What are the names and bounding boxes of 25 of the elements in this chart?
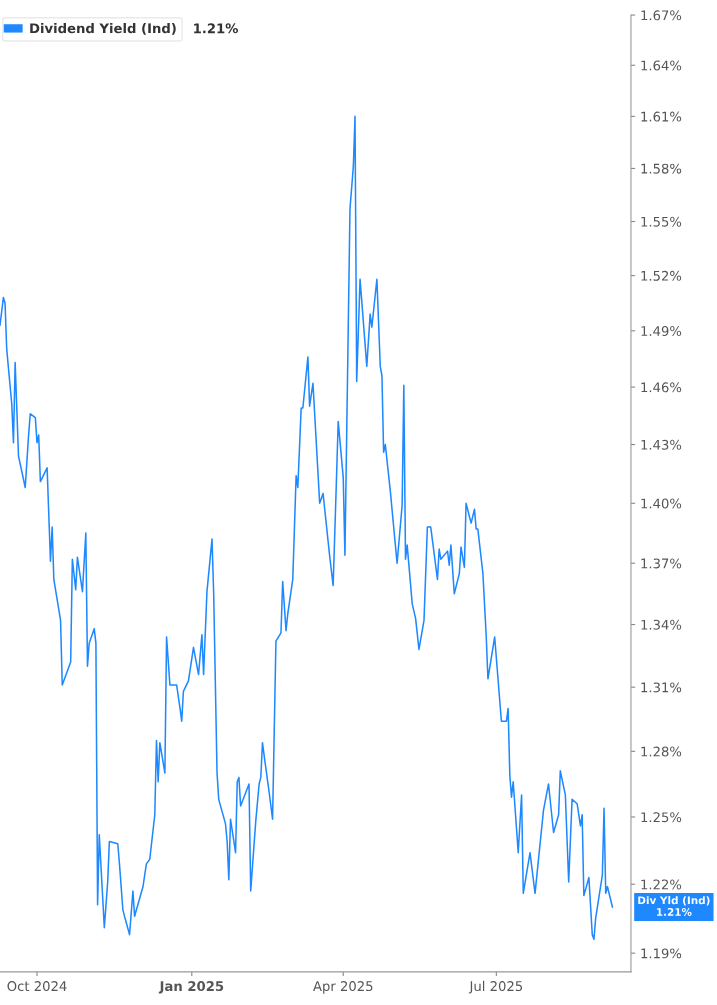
y-tick-label: 1.67% (641, 10, 682, 21)
x-tick-label: Apr 2025 (313, 981, 373, 994)
y-tick-label: 1.64% (641, 60, 682, 71)
line-series (0, 115, 614, 941)
x-tick-label: Oct 2024 (7, 981, 67, 992)
y-tick-label: 1.55% (641, 216, 682, 227)
y-tick-label: 1.31% (641, 682, 682, 693)
annotation: Div Yld (Ind) 1.21% (638, 896, 710, 916)
y-tick-label: 1.46% (641, 382, 682, 393)
legend-label: Dividend Yield (Ind) (30, 22, 176, 35)
x-tick-label: Jul 2025 (468, 980, 523, 994)
y-tick-label: 1.52% (641, 270, 682, 281)
y-tick-label: 1.37% (641, 558, 682, 569)
y-tick-label: 1.40% (641, 498, 682, 509)
y-tick-label: 1.25% (641, 812, 682, 823)
y-tick-label: 1.58% (641, 163, 682, 174)
y-tick-label: 1.43% (641, 439, 682, 450)
y-tick-label: 1.34% (641, 619, 682, 630)
annotation: 1.21% (194, 23, 238, 34)
y-tick-label: 1.28% (641, 746, 682, 757)
y-tick-label: 1.61% (641, 111, 682, 122)
y-tick-label: 1.19% (641, 948, 682, 959)
y-tick-label: 1.22% (641, 879, 682, 890)
y-tick-label: 1.49% (641, 326, 682, 336)
x-tick-label: Jan 2025 (158, 981, 224, 994)
